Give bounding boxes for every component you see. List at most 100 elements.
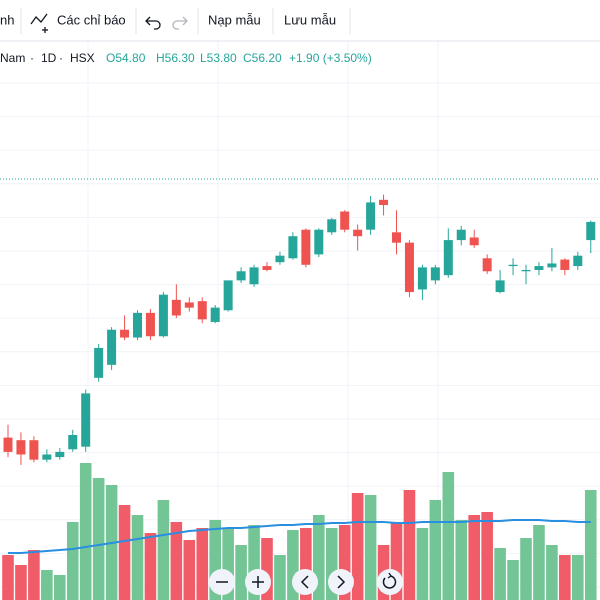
volume-bar (442, 472, 455, 600)
plot (0, 178, 600, 600)
candle-body (210, 307, 220, 322)
candle-body (68, 434, 78, 450)
candle-body (236, 271, 246, 281)
volume-bar (390, 523, 403, 600)
volume-bar (494, 548, 506, 600)
candle-body (560, 259, 570, 270)
legend-change: +1.90 (+3.50%) (289, 51, 372, 65)
candle-body (469, 237, 479, 246)
candle-body (521, 269, 531, 272)
candle-body (158, 294, 168, 337)
candle-body (81, 393, 91, 447)
volume-bar (584, 490, 597, 600)
volume-bar (429, 500, 442, 600)
candle-body (340, 211, 350, 230)
candle-body (55, 451, 65, 458)
indicators-button[interactable]: Các chỉ báo (57, 12, 126, 27)
candle-body (404, 242, 414, 293)
scroll-right-button[interactable] (328, 569, 354, 595)
volume-bar (209, 520, 221, 600)
reset-button[interactable] (377, 569, 403, 595)
candle-body (16, 440, 26, 455)
candle-body (107, 329, 117, 365)
candle-body (353, 229, 363, 237)
candle-body (42, 454, 52, 460)
separator-dot: · (59, 51, 63, 65)
legend-high: H56.30 (156, 51, 195, 65)
volume-bar (351, 493, 364, 600)
symbol-interval: 1D (41, 51, 57, 65)
scroll-left-button[interactable] (292, 569, 318, 595)
candle-body (171, 299, 181, 316)
volume-bar (364, 495, 377, 600)
volume-ma-line (8, 519, 591, 554)
legend-open: O54.80 (106, 51, 146, 65)
volume-bar (235, 545, 247, 600)
candle-body (482, 258, 492, 272)
legend-low: L53.80 (200, 51, 237, 65)
volume-bar (28, 550, 40, 600)
toolbar (0, 0, 600, 41)
volume-bar (2, 555, 14, 600)
volume-bar (455, 520, 468, 600)
candle-body (94, 347, 104, 378)
save-template-button[interactable]: Lưu mẫu (284, 12, 336, 27)
candle-body (275, 255, 285, 263)
volume-bar (79, 463, 92, 600)
volume-bar (338, 525, 351, 600)
candle-body (417, 267, 427, 290)
candle-body (133, 312, 142, 338)
candle-body (430, 267, 440, 281)
candle-body (456, 229, 466, 241)
candle-body (29, 440, 39, 460)
candle-body (3, 437, 13, 452)
candle-body (288, 236, 298, 259)
indicators-icon[interactable] (30, 13, 48, 33)
candle-body (223, 280, 233, 311)
volume-bar (274, 555, 286, 600)
volume-bar (222, 528, 234, 600)
zoom-out-button[interactable] (209, 569, 235, 595)
volume-bar (416, 528, 429, 600)
volume-bar (468, 515, 480, 600)
volume-bar (261, 538, 273, 600)
candle-body (586, 221, 596, 241)
volume-bar (15, 565, 27, 600)
symbol-name: Nam (0, 51, 25, 65)
volume-bar (183, 540, 196, 600)
symbol-exchange: HSX (70, 51, 95, 65)
redo-button[interactable] (172, 16, 188, 30)
volume-bar (170, 522, 183, 600)
volume-bar (287, 530, 299, 600)
candle-body (508, 264, 518, 267)
volume-bar (248, 525, 260, 600)
zoom-in-button[interactable] (245, 569, 271, 595)
candle-body (547, 263, 557, 268)
volume-bar (481, 512, 493, 600)
candle-body (327, 219, 337, 233)
volume-bar (118, 505, 131, 600)
legend-close: C56.20 (243, 51, 282, 65)
volume-bar (144, 533, 157, 600)
candle-body (184, 302, 194, 308)
candle-body (443, 240, 453, 276)
volume-bar (157, 500, 170, 600)
volume-bar (131, 515, 144, 600)
candle-body (495, 280, 505, 293)
candle-body (392, 232, 401, 243)
load-template-button[interactable]: Nạp mẫu (208, 12, 261, 27)
volume-bar (66, 522, 79, 600)
candle-body (379, 199, 389, 206)
undo-button[interactable] (145, 16, 161, 30)
candle-body (262, 266, 272, 270)
volume-bar (196, 528, 209, 600)
volume-bar (54, 575, 66, 600)
timeframe-button[interactable]: nh (0, 12, 14, 27)
volume-bar (403, 490, 416, 600)
candle-body (301, 229, 311, 265)
volume-bar (92, 478, 105, 600)
candle-body (534, 266, 544, 270)
volume-bar (572, 555, 584, 600)
candle-body (366, 202, 376, 230)
